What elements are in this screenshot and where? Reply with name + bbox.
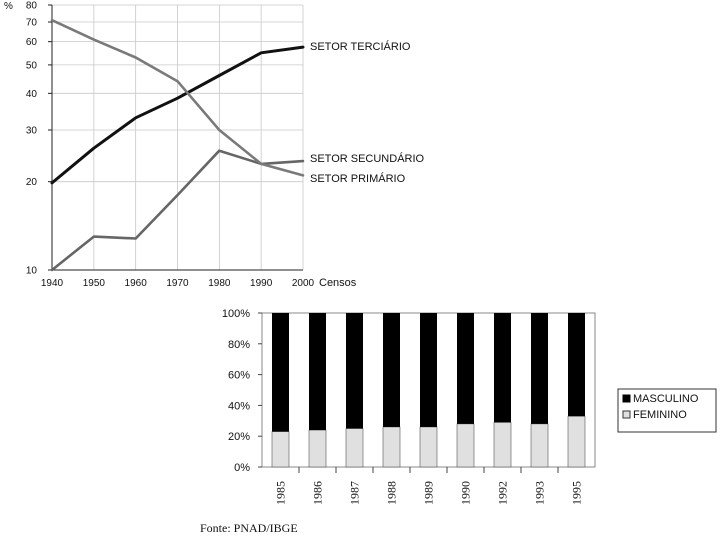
x-tick-label: 2000 [292, 278, 315, 289]
bar-masculino-1985 [272, 313, 289, 432]
x-axis-label: Censos [319, 277, 357, 289]
legend-box [617, 388, 717, 433]
y-unit-label: % [4, 1, 13, 12]
bar-masculino-1992 [494, 313, 511, 423]
bar-x-tick-label: 1992 [496, 481, 510, 505]
bar-y-tick-label: 0% [234, 462, 250, 474]
line-chart-x-ticks: 1940 1950 1960 1970 1980 1990 2000 [41, 278, 315, 289]
legend-secundario: SETOR SECUNDÁRIO [310, 152, 425, 165]
bar-y-tick-label: 60% [228, 370, 250, 382]
bar-masculino-1995 [568, 313, 585, 417]
bar-masculino-1990 [457, 313, 474, 424]
y-tick-label: 60 [26, 37, 38, 48]
bar-feminino-1993 [530, 423, 549, 468]
bar-x-tick-label: 1985 [274, 481, 288, 505]
bar-x-tick-label: 1989 [422, 481, 436, 505]
bar-masculino-1986 [309, 313, 326, 431]
bar-x-tick-label: 1988 [385, 481, 399, 505]
y-tick-label: 40 [26, 89, 38, 100]
x-tick-label: 1940 [41, 278, 64, 289]
bar-chart-bars [271, 313, 586, 468]
bar-feminino-1995 [567, 415, 586, 468]
bar-y-tick-label: 40% [228, 400, 250, 412]
legend-swatch-masculino [622, 394, 631, 403]
legend-feminino: FEMININO [633, 409, 687, 421]
line-chart-series [50, 18, 305, 272]
bar-feminino-1988 [382, 426, 401, 468]
source-note: Fonte: PNAD/IBGE [200, 521, 298, 535]
bar-feminino-1986 [308, 429, 327, 468]
bar-x-tick-label: 1987 [348, 481, 362, 505]
x-tick-label: 1990 [250, 278, 273, 289]
y-tick-label: 80 [26, 1, 38, 12]
y-tick-label: 30 [26, 125, 38, 136]
bar-x-tick-label: 1986 [311, 481, 325, 505]
bar-masculino-1987 [346, 313, 363, 429]
bar-y-tick-label: 20% [228, 431, 250, 443]
line-chart-axes [51, 5, 303, 271]
line-chart-y-ticks: 10 20 30 40 50 60 70 80 [26, 1, 52, 277]
bar-chart-x-ticks: 1985 1986 1987 1988 1989 1990 1992 1993 1995 [274, 467, 584, 505]
bar-y-tick-label: 100% [222, 308, 250, 320]
bar-feminino-1985 [271, 431, 290, 468]
bar-masculino-1989 [420, 313, 437, 427]
bar-feminino-1990 [456, 423, 475, 468]
bar-x-tick-label: 1990 [459, 481, 473, 505]
legend-masculino: MASCULINO [633, 393, 699, 405]
bar-y-tick-label: 80% [228, 339, 250, 351]
bar-x-tick-label: 1995 [570, 481, 584, 505]
bar-chart-legend: MASCULINO FEMININO [617, 388, 717, 433]
bar-feminino-1989 [419, 426, 438, 468]
bar-chart: 0%20%40%60%80%100% 1985 1986 1987 1988 1989 1… [200, 308, 717, 535]
series-line-terciario [50, 45, 305, 185]
bar-masculino-1993 [531, 313, 548, 424]
legend-terciario: SETOR TERCIÁRIO [310, 40, 411, 53]
y-tick-label: 20 [26, 177, 38, 188]
x-tick-label: 1970 [166, 278, 189, 289]
y-tick-label: 70 [26, 18, 38, 29]
legend-primario: SETOR PRIMÁRIO [310, 172, 406, 185]
y-tick-label: 10 [26, 266, 38, 277]
x-tick-label: 1960 [125, 278, 148, 289]
bar-feminino-1992 [493, 422, 512, 468]
x-tick-label: 1950 [83, 278, 106, 289]
line-chart-grid [52, 4, 304, 271]
x-tick-label: 1980 [208, 278, 231, 289]
legend-swatch-feminino [622, 410, 631, 419]
bar-feminino-1987 [345, 428, 364, 468]
bar-masculino-1988 [383, 313, 400, 427]
y-tick-label: 50 [26, 60, 38, 71]
bar-x-tick-label: 1993 [533, 481, 547, 505]
bar-chart-y-ticks: 0% 20% 40% 60% 80% 100% [222, 308, 262, 474]
series-line-primario [50, 18, 305, 177]
